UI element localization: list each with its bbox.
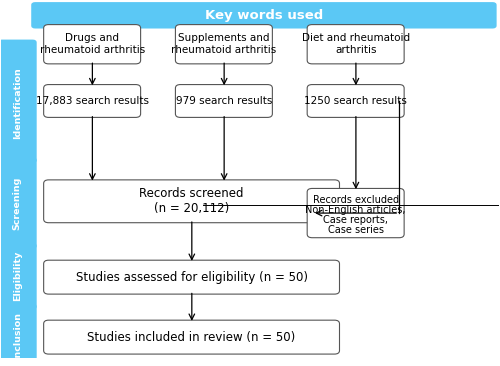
Text: Drugs and
rheumatoid arthritis: Drugs and rheumatoid arthritis	[40, 33, 145, 55]
Text: Non-English articles,: Non-English articles,	[306, 205, 406, 215]
Text: Studies included in review (n = 50): Studies included in review (n = 50)	[88, 330, 296, 344]
Text: Key words used: Key words used	[205, 9, 323, 22]
Text: Records screened
(n = 20,112): Records screened (n = 20,112)	[140, 187, 244, 215]
Text: Case reports,: Case reports,	[323, 215, 388, 225]
FancyBboxPatch shape	[176, 85, 272, 117]
FancyBboxPatch shape	[44, 180, 340, 223]
FancyBboxPatch shape	[0, 304, 36, 361]
Text: Identification: Identification	[13, 67, 22, 139]
FancyBboxPatch shape	[44, 25, 140, 64]
Text: Diet and rheumatoid
arthritis: Diet and rheumatoid arthritis	[302, 33, 410, 55]
FancyBboxPatch shape	[0, 243, 36, 310]
Text: Screening: Screening	[13, 176, 22, 230]
Text: 979 search results: 979 search results	[176, 96, 272, 106]
FancyBboxPatch shape	[31, 2, 496, 29]
FancyBboxPatch shape	[176, 25, 272, 64]
Text: Studies assessed for eligibility (n = 50): Studies assessed for eligibility (n = 50…	[76, 270, 308, 284]
Text: 17,883 search results: 17,883 search results	[36, 96, 148, 106]
FancyBboxPatch shape	[0, 40, 36, 163]
Text: Supplements and
rheumatoid arthritis: Supplements and rheumatoid arthritis	[172, 33, 276, 55]
FancyBboxPatch shape	[307, 188, 404, 238]
FancyBboxPatch shape	[307, 25, 404, 64]
Text: Case series: Case series	[328, 225, 384, 235]
FancyBboxPatch shape	[44, 320, 340, 354]
FancyBboxPatch shape	[0, 157, 36, 249]
Text: Inclusion: Inclusion	[13, 312, 22, 360]
FancyBboxPatch shape	[44, 85, 140, 117]
Text: 1250 search results: 1250 search results	[304, 96, 407, 106]
Text: Eligibility: Eligibility	[13, 251, 22, 302]
FancyBboxPatch shape	[307, 85, 404, 117]
Text: Records excluded: Records excluded	[312, 195, 398, 205]
FancyBboxPatch shape	[44, 260, 340, 294]
